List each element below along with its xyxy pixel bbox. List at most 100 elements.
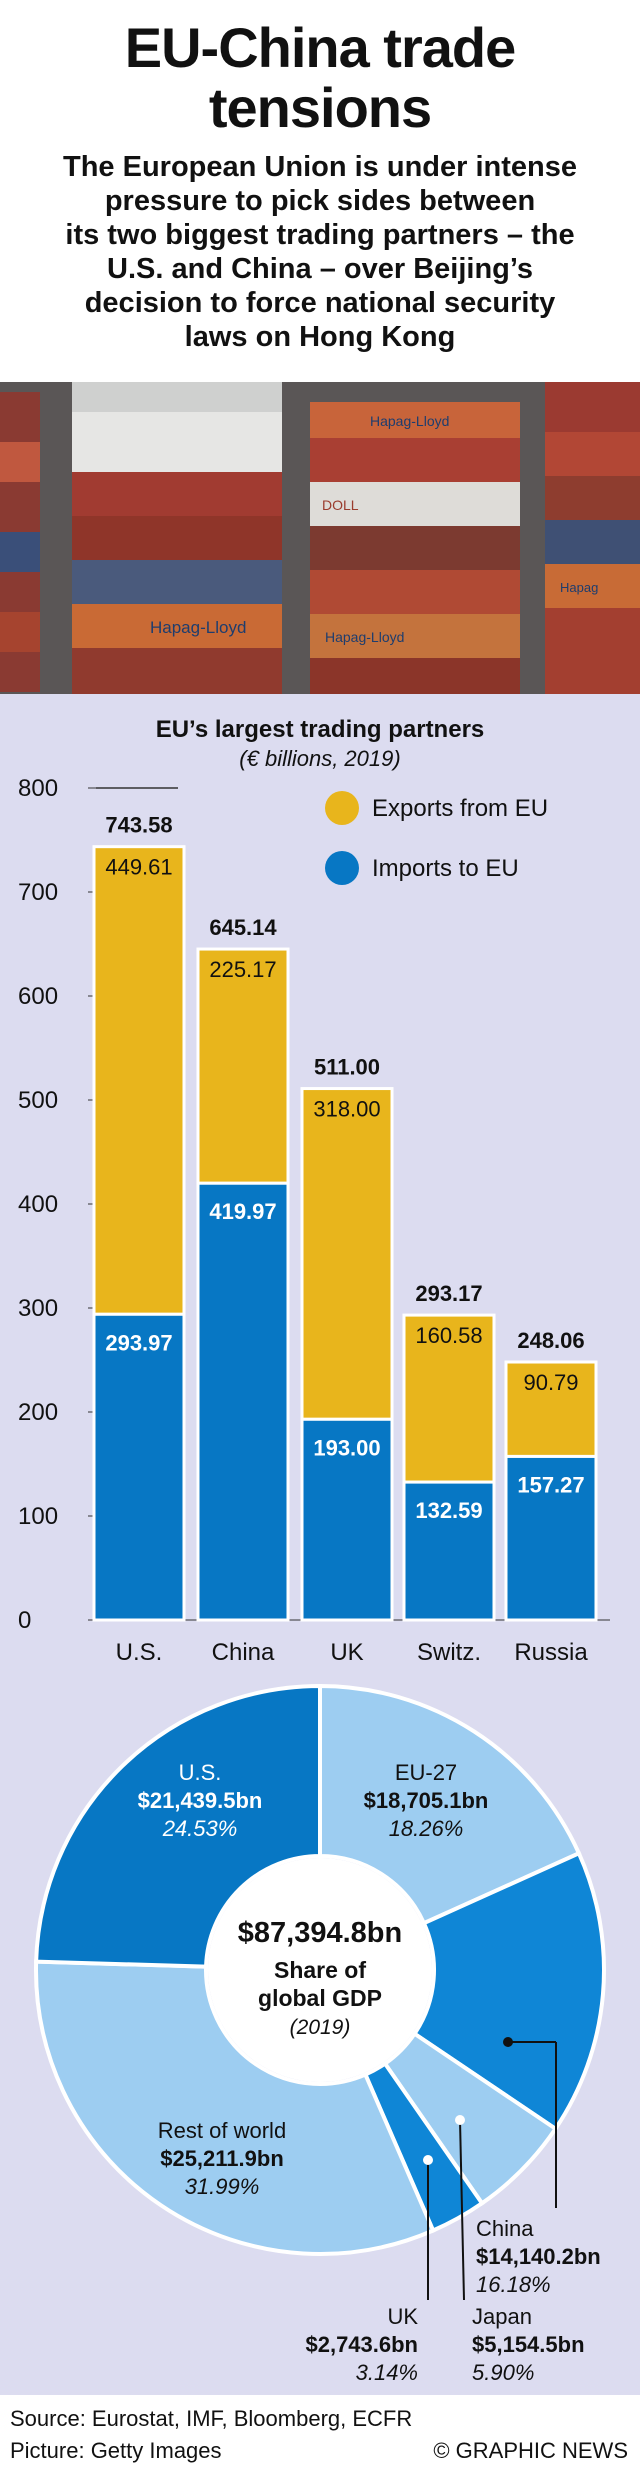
bar-chart-title: EU’s largest trading partners (155, 716, 485, 743)
legend-label: Exports from EU (372, 795, 548, 822)
container-photo: Hapag-Lloyd Hapag-Lloyd DOLL Hapag-Lloyd… (0, 382, 640, 694)
container-label: DOLL (322, 497, 359, 513)
subtitle-line: laws on Hong Kong (184, 321, 456, 353)
slice-label-china-name: China (476, 2216, 534, 2241)
y-tick-label: 600 (18, 983, 58, 1010)
legend-swatch (325, 791, 359, 825)
slice-label-rest-of-world-amount: $25,211.9bn (160, 2146, 284, 2171)
export-value-label: 225.17 (209, 957, 276, 982)
bar-imports (504, 1454, 598, 1622)
bar-exports (92, 845, 186, 1316)
container-label: Hapag-Lloyd (370, 413, 449, 429)
donut-total-value: $87,394.8bn (238, 1917, 402, 1949)
page-title: EU-China trade tensions (0, 18, 640, 138)
slice-label-uk-amount: $2,743.6bn (305, 2332, 418, 2357)
category-label: Switz. (417, 1639, 481, 1666)
export-value-label: 90.79 (523, 1370, 578, 1395)
legend-swatch (325, 851, 359, 885)
slice-label-eu27-share: 18.26% (389, 1816, 464, 1841)
container-stack-center-left: Hapag-Lloyd (72, 382, 282, 694)
container-stack-right: Hapag (545, 382, 640, 694)
bar-imports (300, 1417, 394, 1622)
slice-label-japan-share: 5.90% (472, 2360, 534, 2380)
slice-label-china-amount: $14,140.2bn (476, 2244, 601, 2269)
subtitle: The European Union is under intense pres… (20, 150, 620, 354)
leader-dot-china (503, 2037, 513, 2047)
slice-label-japan-name: Japan (472, 2304, 532, 2329)
donut-center-line2: global GDP (258, 1985, 382, 2011)
import-value-label: 193.00 (313, 1435, 380, 1460)
container-label: Hapag-Lloyd (325, 629, 404, 645)
y-tick-label: 0 (18, 1607, 31, 1634)
y-tick-label: 300 (18, 1295, 58, 1322)
slice-label-japan-amount: $5,154.5bn (472, 2332, 585, 2357)
total-value-label: 293.17 (415, 1281, 482, 1306)
graphic-news-credit: © GRAPHIC NEWS (433, 2438, 628, 2463)
export-value-label: 318.00 (313, 1097, 380, 1122)
donut-slice (34, 1683, 322, 1969)
y-tick-label: 100 (18, 1503, 58, 1530)
legend-label: Imports to EU (372, 855, 519, 882)
leader-dot-japan (455, 2115, 465, 2125)
subtitle-line: pressure to pick sides between (104, 185, 536, 217)
total-value-label: 511.00 (314, 1055, 380, 1080)
bar-imports (196, 1181, 290, 1622)
leader-line-japan (459, 2119, 465, 2301)
subtitle-line: its two biggest trading partners – the (65, 219, 575, 251)
slice-label-uk-name: UK (387, 2304, 418, 2329)
donut-center-line1: Share of (274, 1957, 366, 1983)
bar-exports (504, 1360, 598, 1458)
total-value-label: 743.58 (105, 813, 172, 838)
slice-label-us-amount: $21,439.5bn (138, 1788, 263, 1813)
donut-center (208, 1858, 432, 2082)
y-tick-label: 200 (18, 1399, 58, 1426)
subtitle-line: The European Union is under intense (63, 151, 577, 183)
slice-label-china-share: 16.18% (476, 2272, 551, 2297)
donut-center-year: (2019) (290, 2016, 351, 2039)
bar-chart-subtitle: (€ billions, 2019) (239, 746, 401, 771)
slice-label-uk-share: 3.14% (356, 2360, 418, 2380)
header: EU-China trade tensions The European Uni… (0, 0, 640, 382)
container-label: Hapag (560, 580, 598, 595)
slice-label-rest-of-world-name: Rest of world (158, 2118, 286, 2143)
slice-label-us-name: U.S. (179, 1760, 222, 1785)
category-label: U.S. (116, 1639, 163, 1666)
slice-label-eu27-amount: $18,705.1bn (364, 1788, 489, 1813)
title-line-2: tensions (208, 76, 432, 139)
donut-slice (34, 1959, 436, 2256)
container-stack-left (0, 392, 40, 692)
title-line-1: EU-China trade (124, 16, 517, 79)
y-tick-label: 700 (18, 879, 58, 906)
bar-chart: 0 100 200 300 400 500 600 700 800 449.61 293.97 743… (18, 775, 610, 1666)
y-tick-label: 400 (18, 1191, 58, 1218)
export-value-label: 160.58 (415, 1323, 482, 1348)
container-label: Hapag-Lloyd (150, 618, 246, 637)
total-value-label: 645.14 (209, 915, 277, 940)
category-label: China (212, 1639, 275, 1666)
import-value-label: 157.27 (517, 1472, 584, 1497)
bar-exports (300, 1087, 394, 1421)
picture-credit: Picture: Getty Images (10, 2438, 222, 2463)
bar-exports (196, 947, 290, 1185)
slice-label-eu27-name: EU-27 (395, 1760, 457, 1785)
donut-slice (318, 1683, 582, 1926)
category-label: Russia (514, 1639, 588, 1666)
leader-dot-uk (423, 2155, 433, 2165)
subtitle-line: decision to force national security (84, 287, 556, 319)
category-label: UK (330, 1639, 363, 1666)
export-value-label: 449.61 (105, 855, 172, 880)
import-value-label: 132.59 (415, 1498, 482, 1523)
import-value-label: 293.97 (105, 1330, 172, 1355)
footer (0, 2395, 640, 2488)
total-value-label: 248.06 (517, 1328, 584, 1353)
y-tick-label: 800 (18, 775, 58, 802)
bar-imports (402, 1480, 496, 1622)
container-stack-center-right: Hapag-Lloyd DOLL Hapag-Lloyd (310, 402, 520, 694)
bar-imports (92, 1312, 186, 1622)
slice-label-us-share: 24.53% (162, 1816, 238, 1841)
source-text: Source: Eurostat, IMF, Bloomberg, ECFR (10, 2406, 413, 2431)
import-value-label: 419.97 (209, 1199, 276, 1224)
container-photo-image: Hapag-Lloyd Hapag-Lloyd DOLL Hapag-Lloyd… (0, 382, 640, 694)
slice-label-rest-of-world-share: 31.99% (185, 2174, 260, 2199)
